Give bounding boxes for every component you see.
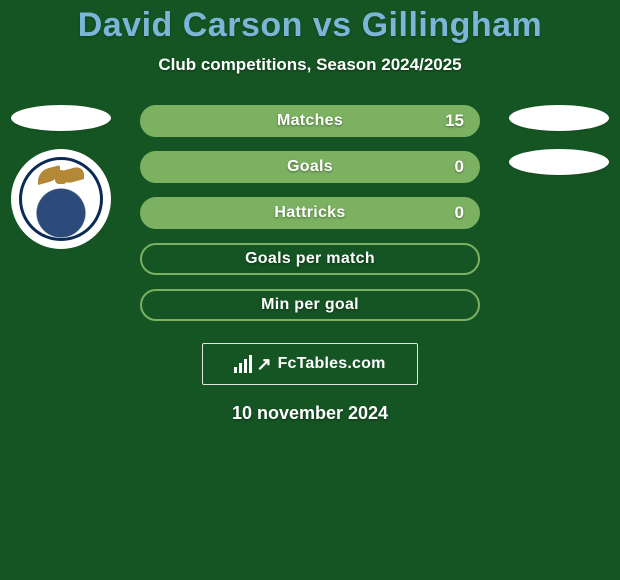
stat-row-goals: Goals 0 xyxy=(140,151,480,183)
stats-list: Matches 15 Goals 0 Hattricks 0 Goals per… xyxy=(140,105,480,321)
trend-arrow-icon: ↗ xyxy=(256,354,271,375)
right-column xyxy=(504,105,614,175)
club-badge-left xyxy=(11,149,111,249)
club-badge-inner xyxy=(19,157,103,241)
watermark: ↗ FcTables.com xyxy=(202,343,418,385)
stat-value: 0 xyxy=(455,157,464,177)
page-root: David Carson vs Gillingham Club competit… xyxy=(0,0,620,580)
subtitle: Club competitions, Season 2024/2025 xyxy=(0,55,620,75)
opponent-placeholder-icon xyxy=(509,105,609,131)
stat-row-goals-per-match: Goals per match xyxy=(140,243,480,275)
player-placeholder-icon xyxy=(11,105,111,131)
stat-label: Hattricks xyxy=(274,204,345,222)
stat-row-hattricks: Hattricks 0 xyxy=(140,197,480,229)
stat-value: 15 xyxy=(445,111,464,131)
opponent-badge-placeholder-icon xyxy=(509,149,609,175)
stat-row-min-per-goal: Min per goal xyxy=(140,289,480,321)
date-label: 10 november 2024 xyxy=(0,403,620,424)
watermark-text: FcTables.com xyxy=(278,355,386,373)
content-area: Matches 15 Goals 0 Hattricks 0 Goals per… xyxy=(0,105,620,321)
stat-value: 0 xyxy=(455,203,464,223)
page-title: David Carson vs Gillingham xyxy=(0,6,620,45)
left-column xyxy=(6,105,116,249)
stat-label: Goals per match xyxy=(245,250,375,268)
bars-icon xyxy=(234,355,252,373)
eagle-icon xyxy=(38,164,84,188)
stat-label: Goals xyxy=(287,158,333,176)
stat-label: Min per goal xyxy=(261,296,359,314)
stat-row-matches: Matches 15 xyxy=(140,105,480,137)
stat-label: Matches xyxy=(277,112,343,130)
